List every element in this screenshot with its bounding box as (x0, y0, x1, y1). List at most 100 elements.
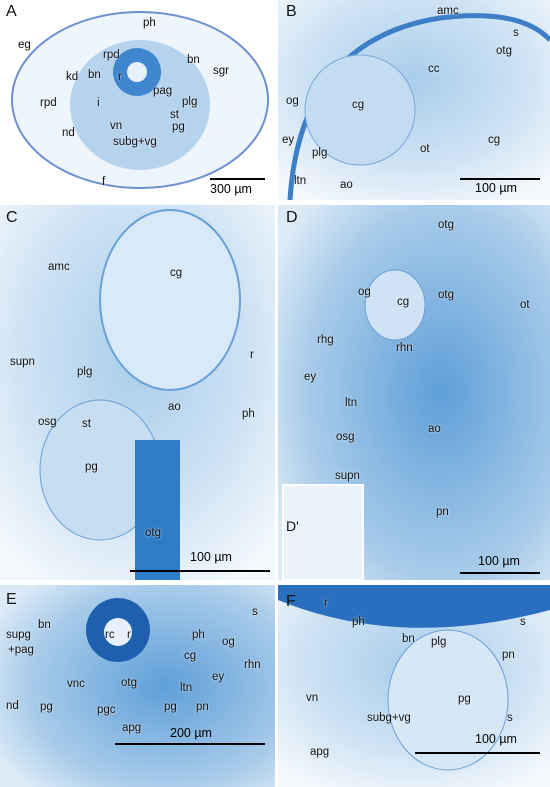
structure-label: ot (420, 143, 430, 155)
structure-label: plg (182, 96, 198, 108)
structure-label: supn (335, 470, 360, 482)
structure-label: pn (436, 506, 449, 518)
structure-label: ey (304, 371, 317, 383)
scale-bar-label: 100 µm (475, 732, 517, 746)
structure-label: og (286, 95, 299, 107)
structure-label: ph (352, 616, 365, 628)
structure-label: rc (105, 629, 115, 641)
structure-label: ao (168, 401, 181, 413)
structure-label: cg (397, 296, 410, 308)
structure-label: rpd (40, 97, 57, 109)
structure-label: kd (66, 71, 79, 83)
structure-label: pg (40, 701, 53, 713)
structure-label: sgr (213, 65, 229, 77)
structure-label: plg (77, 366, 93, 378)
structure-label: otg (496, 45, 512, 57)
structure-label: ph (143, 17, 156, 29)
structure-label: supg (6, 629, 31, 641)
structure-label: osg (336, 431, 355, 443)
structure-label: pg (85, 461, 98, 473)
scale-bar (460, 572, 540, 574)
structure-label: nd (6, 700, 19, 712)
structure-label: otg (438, 219, 454, 231)
structure-label: rpd (103, 49, 120, 61)
structure-label: pg (164, 701, 177, 713)
panel-letter: F (286, 593, 296, 610)
structure-label: ao (428, 423, 441, 435)
structure-label: rhn (396, 342, 413, 354)
scale-bar (115, 743, 265, 745)
structure-label: otg (438, 289, 454, 301)
structure-label: rhn (244, 659, 261, 671)
structure-label: i (97, 97, 100, 109)
structure-label: r (324, 597, 328, 609)
structure-label: ph (242, 408, 255, 420)
scale-bar-label: 100 µm (478, 554, 520, 568)
structure-label: plg (431, 636, 447, 648)
structure-label: apg (310, 746, 330, 758)
structure-label: plg (312, 147, 328, 159)
structure-label: amc (48, 261, 70, 273)
structure-label: cg (352, 99, 365, 111)
panel-letter: D (286, 209, 298, 226)
structure-label: ltn (294, 175, 307, 187)
structure-label: +pag (8, 644, 34, 656)
structure-label: og (222, 636, 235, 648)
structure-label: pg (172, 121, 185, 133)
structure-label: cg (170, 267, 183, 279)
panel-letter: E (6, 591, 17, 608)
structure-label: osg (38, 416, 57, 428)
structure-label: vnc (67, 678, 85, 690)
structure-label: cg (184, 650, 197, 662)
structure-label: pn (196, 701, 209, 713)
structure-label: otg (121, 677, 137, 689)
structure-label: og (358, 286, 371, 298)
structure-label: bn (38, 619, 51, 631)
structure-label: eg (18, 39, 31, 51)
structure-label: st (170, 109, 179, 121)
scale-bar-label: 200 µm (170, 726, 212, 740)
structure-label: r (118, 71, 122, 83)
structure-label: ot (520, 299, 530, 311)
structure-label: s (513, 27, 519, 39)
scale-bar-label: 100 µm (190, 550, 232, 564)
structure-label: rhg (317, 334, 334, 346)
structure-label: pag (153, 85, 173, 97)
structure-label: ey (282, 134, 295, 146)
scale-bar (130, 570, 270, 572)
scale-bar (210, 178, 265, 180)
scale-bar (415, 752, 540, 754)
structure-label: bn (402, 633, 415, 645)
structure-label: s (507, 712, 513, 724)
structure-label: pgc (97, 704, 116, 716)
structure-label: vn (306, 692, 319, 704)
structure-label: ey (212, 671, 225, 683)
structure-label: r (127, 629, 131, 641)
structure-label: ao (340, 179, 353, 191)
panel-letter: B (286, 3, 297, 20)
structure-label: s (252, 606, 258, 618)
structure-label: subg+vg (113, 136, 157, 148)
panel-letter: C (6, 209, 18, 226)
scale-bar-label: 300 µm (210, 182, 252, 196)
structure-label: s (520, 616, 526, 628)
panel-letter: A (6, 3, 17, 20)
structure-label: pg (458, 693, 471, 705)
structure-label: pn (502, 649, 515, 661)
structure-label: bn (187, 54, 200, 66)
structure-label: r (250, 349, 254, 361)
structure-label: st (82, 418, 91, 430)
structure-label: apg (122, 722, 142, 734)
structure-label: supn (10, 356, 35, 368)
structure-label: ltn (180, 682, 193, 694)
structure-label: bn (88, 69, 101, 81)
structure-label: nd (62, 127, 75, 139)
structure-label: subg+vg (367, 712, 411, 724)
scale-bar-label: 100 µm (475, 181, 517, 195)
scale-bar (460, 178, 540, 180)
structure-label: ph (192, 629, 205, 641)
structure-label: ltn (345, 397, 358, 409)
structure-label: amc (437, 5, 459, 17)
